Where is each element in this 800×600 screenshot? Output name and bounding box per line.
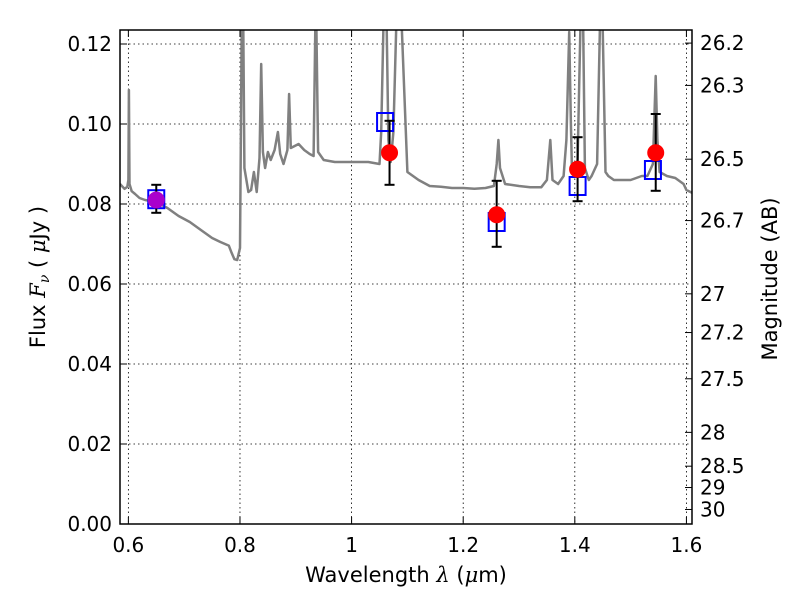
y-tick-label: 0.00 (67, 512, 112, 536)
x-axis-title-unit-close: m) (478, 563, 507, 587)
model-spectrum-line (120, 30, 692, 262)
right-tick-label: 27.5 (700, 367, 745, 391)
right-tick-label: 28.5 (700, 454, 745, 478)
y-axis-title-unit-open: ( (26, 253, 50, 275)
right-tick-label: 26.2 (700, 31, 745, 55)
observed-photometry-point (647, 144, 665, 162)
x-axis-title-symbol: λ (435, 563, 449, 587)
y-tick-label: 0.06 (67, 272, 112, 296)
x-tick-label: 1.2 (447, 533, 479, 557)
right-tick-label: 27.2 (700, 321, 745, 345)
right-tick-label: 26.7 (700, 209, 745, 233)
x-axis-title-unit-symbol: μ (465, 563, 479, 587)
y-axis-title-subscript: ν (37, 274, 53, 283)
right-axis-title: Magnitude (AB) (758, 197, 782, 360)
x-axis-title-unit-open: ( (450, 563, 465, 587)
y-tick-label: 0.10 (67, 112, 112, 136)
x-axis-ticks: 0.6 0.8 1 1.2 1.4 1.6 (112, 30, 702, 557)
y-axis-title-symbol: F (26, 282, 50, 299)
right-tick-label: 30 (700, 497, 725, 521)
observed-photometry-point (147, 191, 165, 209)
y-axis-title-unit-symbol: μ (26, 239, 50, 253)
y-axis-title: Flux Fν ( μJy ) (26, 206, 53, 348)
y-tick-label: 0.02 (67, 432, 112, 456)
y-tick-label: 0.12 (67, 32, 112, 56)
observed-photometry-point (381, 144, 399, 162)
y-axis-ticks: 0.00 0.02 0.04 0.06 0.08 0.10 0.12 (67, 32, 127, 536)
x-tick-label: 0.8 (224, 533, 256, 557)
model-spectrum-layer (120, 30, 692, 262)
y-tick-label: 0.08 (67, 192, 112, 216)
x-tick-label: 1.6 (671, 533, 703, 557)
x-axis-title-prefix: Wavelength (305, 563, 436, 587)
observed-photometry-layer (147, 113, 665, 248)
observed-photometry-point (488, 206, 506, 224)
x-tick-label: 0.6 (112, 533, 144, 557)
y-axis-title-prefix: Flux (26, 298, 50, 348)
right-tick-label: 26.3 (700, 73, 745, 97)
model-photometry-square (643, 160, 662, 180)
x-tick-label: 1.4 (559, 533, 591, 557)
right-tick-label: 26.5 (700, 147, 745, 171)
observed-photometry-point (569, 160, 587, 178)
right-tick-label: 29 (700, 476, 725, 500)
x-tick-label: 1 (345, 533, 358, 557)
plot-frame (119, 29, 693, 525)
right-tick-label: 27 (700, 282, 725, 306)
y-tick-label: 0.04 (67, 352, 112, 376)
model-photometry-square (376, 112, 395, 132)
right-tick-label: 28 (700, 420, 725, 444)
x-axis-title: Wavelength λ (μm) (305, 563, 507, 587)
y-axis-title-unit-close: Jy ) (26, 206, 50, 242)
